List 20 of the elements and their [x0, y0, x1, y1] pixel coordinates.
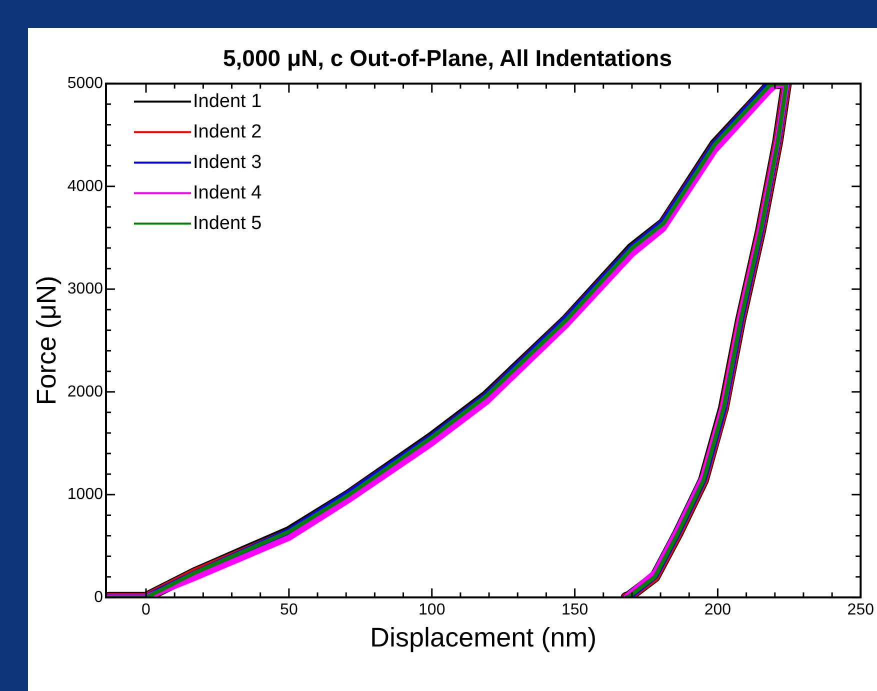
x-tick-label: 0	[142, 601, 151, 618]
y-axis-title: Force (μN)	[32, 276, 62, 406]
y-tick-label: 5000	[67, 75, 104, 92]
y-tick-label: 1000	[67, 486, 104, 504]
legend-label: Indent 5	[192, 212, 262, 234]
y-tick-label: 0	[94, 588, 104, 606]
legend-label: Indent 3	[192, 152, 262, 173]
x-axis-title: Displacement (nm)	[370, 622, 597, 652]
y-tick-label: 3000	[67, 280, 104, 298]
x-tick-label: 200	[704, 601, 732, 618]
legend-label: Indent 1	[192, 90, 262, 112]
x-tick-label: 50	[280, 601, 298, 618]
x-tick-label: 250	[847, 601, 874, 618]
legend-label: Indent 2	[192, 121, 262, 142]
y-tick-label: 4000	[67, 178, 104, 195]
x-tick-label: 100	[418, 601, 446, 618]
legend-label: Indent 4	[192, 182, 262, 204]
chart-title: 5,000 μN, c Out-of-Plane, All Indentations	[222, 45, 672, 72]
y-tick-label: 2000	[67, 383, 104, 400]
x-tick-label: 150	[561, 601, 588, 618]
